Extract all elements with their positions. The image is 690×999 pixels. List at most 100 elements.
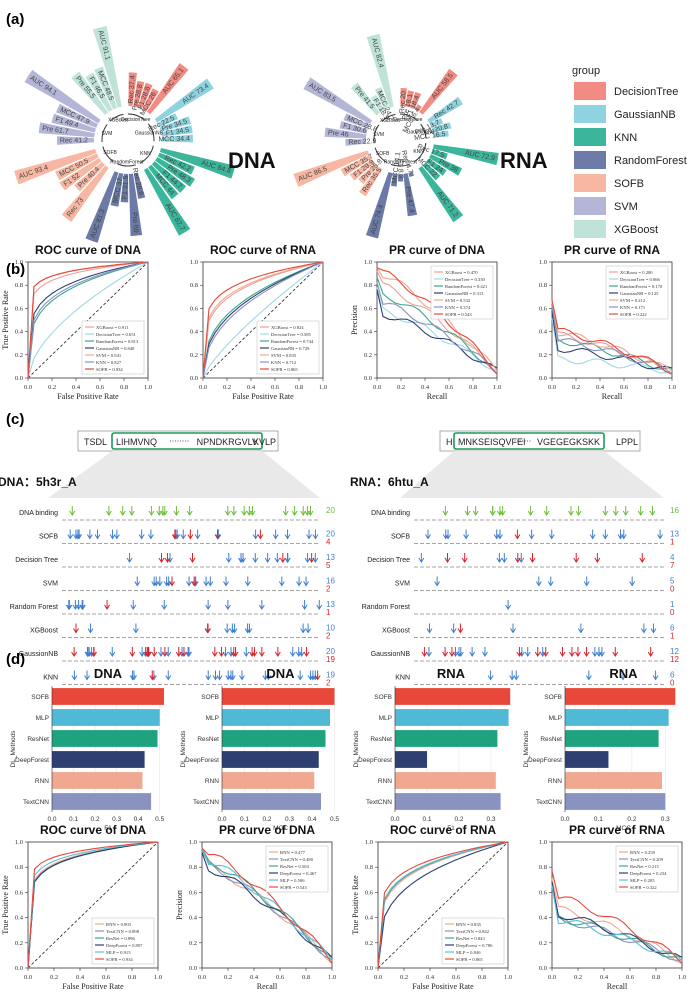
binding-arrow [461, 553, 468, 563]
binding-arrow [165, 670, 172, 681]
row-label: KNN [43, 675, 58, 682]
binding-arrow [585, 670, 592, 681]
radial-value: 48.5 [103, 86, 115, 101]
count-predicted: 19 [326, 671, 335, 680]
radial-bar [432, 122, 452, 133]
radial-metric: F1 [121, 191, 128, 200]
binding-arrow [174, 529, 181, 540]
y-tick-label: 0.0 [15, 965, 23, 972]
radial-value: 61.7 [54, 127, 69, 136]
binding-arrow [173, 506, 180, 516]
binding-arrow [86, 529, 93, 540]
panel-label-b: (b) [6, 261, 25, 278]
row-label: SVM [395, 581, 410, 588]
binding-arrow [309, 670, 316, 681]
y-tick-label: 0.2 [365, 940, 373, 947]
binding-arrow [304, 553, 311, 563]
legend-label: SOFB = 0.865 [456, 957, 483, 962]
series-line [376, 287, 498, 372]
group-name: RandomForest [110, 159, 144, 165]
y-tick-label: 0.4 [539, 915, 548, 922]
radial-bar-label: AUC 86.5 [297, 165, 328, 183]
binding-arrow [617, 529, 624, 540]
series-line [202, 261, 324, 379]
radial-value: 49.4 [64, 119, 79, 130]
binding-arrow [218, 647, 225, 657]
radial-bar [157, 113, 179, 127]
binding-arrow [214, 529, 221, 540]
y-tick-label: 1.0 [539, 259, 547, 266]
binding-arrow [79, 600, 86, 610]
series-line [201, 848, 333, 961]
binding-arrow [216, 670, 223, 681]
radial-value: 26 [148, 91, 158, 101]
legend-label: RandomForest = 0.421 [445, 284, 488, 289]
radial-metric: F1 [396, 159, 403, 167]
binding-arrow [87, 623, 94, 634]
radial-bar [161, 125, 193, 137]
binding-arrow [306, 529, 312, 540]
x-tick-label: 0.2 [397, 384, 405, 391]
radial-value: 41.2 [74, 137, 88, 144]
x-tick-label: 0.2 [262, 816, 271, 823]
radial-bar [146, 63, 189, 115]
binding-arrow [139, 647, 146, 657]
chart-title: ROC curve of DNA [40, 823, 146, 837]
count-false: 0 [670, 679, 675, 688]
count-predicted: 6 [670, 624, 675, 633]
x-tick-label: 0.0 [390, 816, 399, 823]
series-line [551, 301, 673, 372]
series-line [551, 870, 683, 964]
group-arc [399, 113, 418, 122]
plot-frame [551, 841, 683, 969]
radial-metric: F1 [426, 158, 437, 169]
count-false: 2 [326, 679, 331, 688]
radial-value: 16.5 [432, 131, 447, 140]
binding-arrow [156, 576, 163, 587]
binding-arrow [205, 623, 211, 634]
binding-arrow [128, 506, 135, 516]
y-tick-label: 0.0 [364, 375, 372, 382]
row-label: Decision Tree [15, 557, 58, 564]
group-name: DecisionTree [121, 117, 150, 123]
legend-label: XGBoost = 0.200 [620, 270, 653, 275]
x-tick-label: 0.5 [155, 816, 164, 823]
binding-arrow [568, 506, 574, 516]
binding-arrow [510, 623, 516, 634]
group-arc [381, 113, 396, 122]
group-arc [101, 124, 108, 143]
y-tick-label: 0.0 [539, 965, 547, 972]
y-tick-label: 0.0 [189, 965, 197, 972]
row-label: Random Forest [10, 604, 58, 611]
x-tick-label: 0.2 [48, 384, 56, 391]
radial-metric: F1 [372, 97, 382, 108]
legend-swatch [574, 151, 606, 169]
binding-panel-rna: H MNKSEISQVFEI VGEGEGKSKK LPPL RNA：6htu_A DNA… [350, 430, 679, 688]
count-false: 5 [326, 561, 331, 570]
binding-arrow [191, 576, 198, 587]
chart-title: ROC curve of DNA [35, 243, 141, 257]
y-tick-label: 0.6 [539, 305, 548, 312]
x-tick-label: 1.0 [504, 974, 512, 981]
radial-bar [138, 82, 153, 109]
y-tick-label: 0.6 [190, 305, 199, 312]
count-predicted: 13 [326, 600, 335, 609]
binding-arrow [205, 670, 212, 681]
radial-bar [418, 166, 464, 223]
category-label: ResNet [370, 736, 392, 743]
y-axis-label: DL_Methods [180, 730, 187, 768]
radial-bar-label: AUC 82.4 [370, 37, 384, 68]
row-label: DNA binding [19, 510, 58, 517]
group-arc [109, 113, 124, 122]
series-line [551, 311, 673, 370]
y-tick-label: 1.0 [364, 259, 372, 266]
legend-box [91, 917, 155, 965]
x-tick-label: 1.0 [678, 974, 686, 981]
bar [565, 772, 662, 789]
radial-bar [345, 139, 367, 146]
y-tick-label: 0.8 [15, 864, 23, 871]
y-tick-label: 0.6 [189, 889, 198, 896]
binding-arrow [647, 647, 654, 657]
x-tick-label: 0.2 [400, 974, 408, 981]
radial-bar [414, 104, 422, 112]
